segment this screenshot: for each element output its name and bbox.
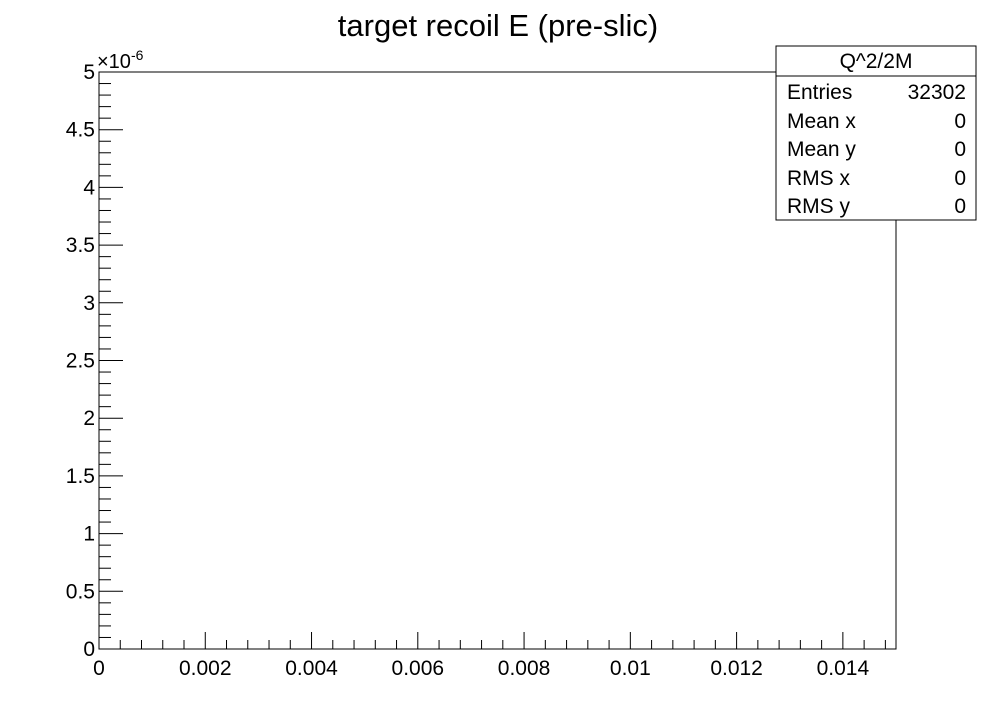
stats-entries-label: Entries xyxy=(787,81,852,104)
y-tick-label: 0.5 xyxy=(66,580,95,603)
stats-rms-x-label: RMS x xyxy=(787,167,851,190)
y-tick-label: 3 xyxy=(83,292,95,315)
y-tick-label: 4.5 xyxy=(66,119,95,142)
stats-rms-y-label: RMS y xyxy=(787,195,851,218)
stats-mean-y-label: Mean y xyxy=(787,138,856,161)
stats-rms-x-value: 0 xyxy=(954,167,966,190)
stats-mean-y-value: 0 xyxy=(954,138,966,161)
x-tick-label: 0.014 xyxy=(817,657,870,680)
y-tick-label: 5 xyxy=(83,61,95,84)
stats-mean-x-value: 0 xyxy=(954,110,966,133)
y-tick-label: 3.5 xyxy=(66,234,95,257)
x-tick-label: 0.012 xyxy=(710,657,763,680)
x-tick-label: 0 xyxy=(93,657,105,680)
y-axis-tick-labels: 0 0.5 1 1.5 2 2.5 3 3.5 4 4.5 5 xyxy=(66,61,96,661)
y-tick-label: 1 xyxy=(83,523,95,546)
x-tick-label: 0.008 xyxy=(498,657,551,680)
x-axis-tick-labels: 0 0.002 0.004 0.006 0.008 0.01 0.012 0.014 xyxy=(93,657,869,680)
x-axis-ticks xyxy=(98,632,886,649)
chart-title: target recoil E (pre-slic) xyxy=(338,8,658,43)
stats-box-frame xyxy=(775,45,977,221)
y-tick-label: 4 xyxy=(83,176,95,199)
x-tick-label: 0.002 xyxy=(179,657,232,680)
y-axis-ticks xyxy=(99,71,123,650)
stats-rms-y-value: 0 xyxy=(954,195,966,218)
x-tick-label: 0.01 xyxy=(610,657,651,680)
y-tick-label: 0 xyxy=(83,638,95,661)
y-tick-label: 2.5 xyxy=(66,350,95,373)
stats-entries-value: 32302 xyxy=(908,81,966,104)
x-tick-label: 0.006 xyxy=(392,657,445,680)
x-tick-label: 0.004 xyxy=(285,657,338,680)
stats-box-title: Q^2/2M xyxy=(840,50,913,73)
y-tick-label: 1.5 xyxy=(66,465,95,488)
stats-box: Q^2/2M Entries 32302 Mean x 0 Mean y 0 R… xyxy=(775,45,977,221)
y-axis-exponent-power: -6 xyxy=(131,47,144,63)
y-tick-label: 2 xyxy=(83,407,95,430)
stats-mean-x-label: Mean x xyxy=(787,110,856,133)
y-axis-exponent: ×10-6 xyxy=(97,47,144,73)
